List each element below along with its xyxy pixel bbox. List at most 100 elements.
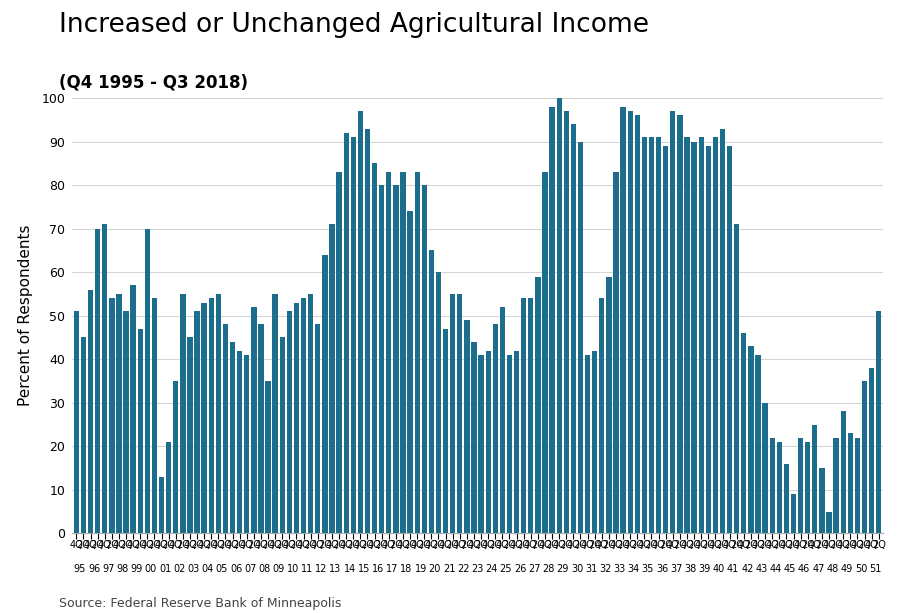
Bar (272, 294, 278, 533)
Bar (287, 311, 292, 533)
Bar (592, 351, 597, 533)
Bar (748, 346, 753, 533)
Text: 22: 22 (457, 564, 469, 574)
Text: 95: 95 (74, 564, 86, 574)
Bar (812, 424, 817, 533)
Text: 07: 07 (244, 564, 257, 574)
Bar (407, 211, 413, 533)
Bar (742, 333, 746, 533)
Bar (443, 329, 448, 533)
Text: 23: 23 (471, 564, 484, 574)
Bar (400, 172, 405, 533)
Bar (634, 115, 640, 533)
Bar (315, 324, 321, 533)
Bar (841, 411, 846, 533)
Bar (848, 433, 853, 533)
Text: 42: 42 (742, 564, 753, 574)
Bar (74, 311, 79, 533)
Bar (833, 438, 839, 533)
Bar (301, 299, 306, 533)
Bar (393, 185, 398, 533)
Y-axis label: Percent of Respondents: Percent of Respondents (18, 225, 33, 406)
Bar (471, 342, 477, 533)
Bar (570, 124, 576, 533)
Bar (414, 172, 420, 533)
Bar (500, 307, 505, 533)
Bar (251, 307, 257, 533)
Bar (422, 185, 427, 533)
Bar (102, 224, 107, 533)
Bar (209, 299, 214, 533)
Bar (123, 311, 129, 533)
Bar (109, 299, 114, 533)
Bar (578, 142, 583, 533)
Bar (734, 224, 740, 533)
Bar (784, 463, 789, 533)
Bar (678, 115, 683, 533)
Text: 40: 40 (713, 564, 725, 574)
Bar (372, 163, 378, 533)
Bar (720, 129, 725, 533)
Text: 45: 45 (784, 564, 796, 574)
Bar (329, 224, 334, 533)
Bar (478, 355, 484, 533)
Bar (138, 329, 143, 533)
Text: 29: 29 (557, 564, 569, 574)
Text: 38: 38 (685, 564, 696, 574)
Bar (514, 351, 519, 533)
Bar (819, 468, 824, 533)
Bar (323, 255, 328, 533)
Bar (336, 172, 341, 533)
Text: 02: 02 (173, 564, 186, 574)
Text: 31: 31 (585, 564, 597, 574)
Text: 41: 41 (727, 564, 740, 574)
Bar (116, 294, 122, 533)
Bar (862, 381, 867, 533)
Text: 12: 12 (315, 564, 327, 574)
Bar (713, 137, 718, 533)
Bar (279, 337, 285, 533)
Text: 08: 08 (259, 564, 270, 574)
Text: 97: 97 (102, 564, 114, 574)
Bar (777, 442, 782, 533)
Text: 50: 50 (855, 564, 867, 574)
Bar (614, 172, 619, 533)
Bar (457, 294, 462, 533)
Text: 03: 03 (187, 564, 200, 574)
Bar (705, 146, 711, 533)
Text: 43: 43 (755, 564, 768, 574)
Bar (691, 142, 696, 533)
Text: 49: 49 (841, 564, 853, 574)
Text: 16: 16 (372, 564, 384, 574)
Text: 20: 20 (429, 564, 441, 574)
Bar (358, 111, 363, 533)
Text: 32: 32 (599, 564, 612, 574)
Bar (642, 137, 647, 533)
Text: 30: 30 (571, 564, 583, 574)
Text: 37: 37 (670, 564, 683, 574)
Text: 35: 35 (642, 564, 654, 574)
Text: 46: 46 (798, 564, 810, 574)
Text: 27: 27 (528, 564, 541, 574)
Bar (606, 276, 612, 533)
Text: 39: 39 (698, 564, 711, 574)
Bar (450, 294, 455, 533)
Bar (550, 107, 555, 533)
Bar (698, 137, 704, 533)
Text: 28: 28 (542, 564, 555, 574)
Text: 98: 98 (116, 564, 129, 574)
Bar (365, 129, 370, 533)
Text: 36: 36 (656, 564, 669, 574)
Bar (464, 320, 469, 533)
Bar (486, 351, 491, 533)
Bar (791, 494, 796, 533)
Bar (151, 299, 157, 533)
Bar (215, 294, 221, 533)
Bar (173, 381, 178, 533)
Bar (855, 438, 860, 533)
Bar (202, 303, 207, 533)
Text: 18: 18 (400, 564, 413, 574)
Bar (627, 111, 633, 533)
Text: 99: 99 (131, 564, 143, 574)
Bar (88, 289, 93, 533)
